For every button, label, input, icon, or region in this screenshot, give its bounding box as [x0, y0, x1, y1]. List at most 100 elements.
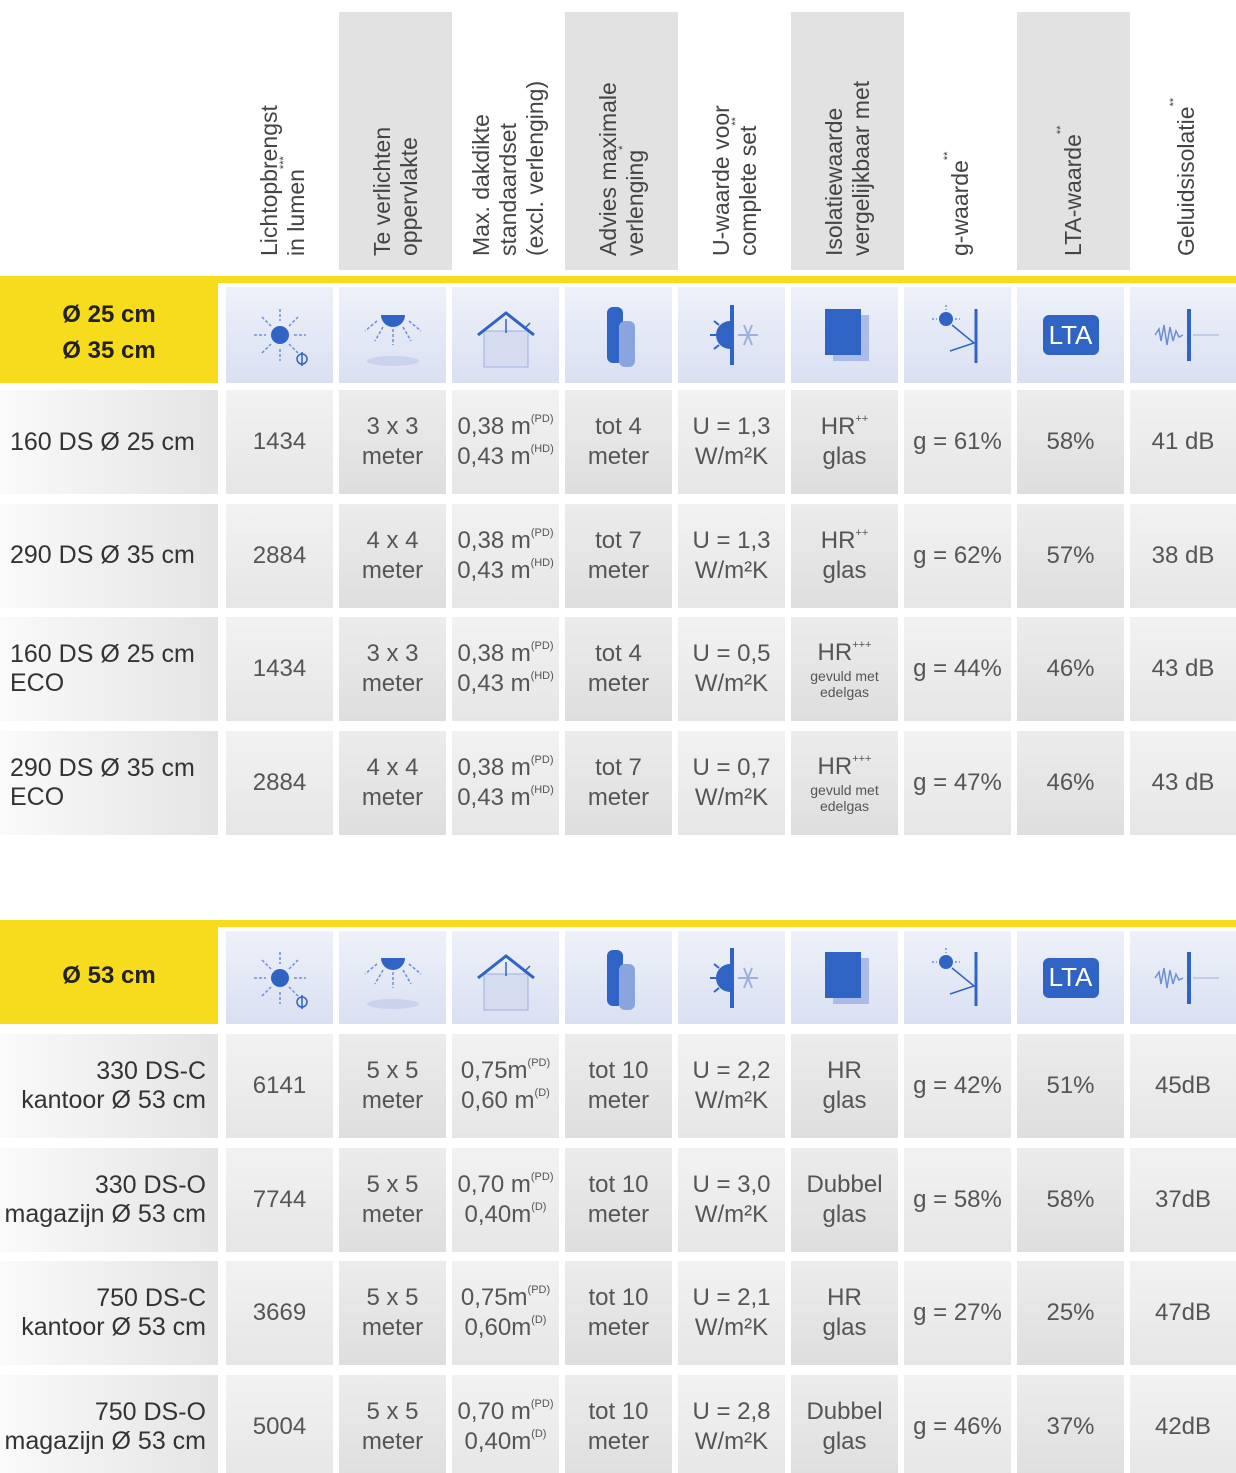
- cell: 25%: [1017, 1261, 1124, 1365]
- cell-line: 57%: [1046, 541, 1095, 569]
- cell-line: U = 1,3: [692, 526, 771, 554]
- cell-line: 0,75m(PD): [461, 1056, 550, 1086]
- cell: 43 dB: [1130, 617, 1236, 721]
- cell-line: 5 x 5: [366, 1057, 419, 1084]
- cell-line: g = 61%: [913, 428, 1002, 455]
- header-line-text: in lumen: [282, 169, 309, 256]
- cell: 5 x 5 meter: [339, 1261, 446, 1365]
- group-label: Ø 25 cm Ø 35 cm: [0, 283, 218, 383]
- cell-line: 0,38 m(PD): [458, 753, 554, 783]
- icon-cell: [1130, 931, 1236, 1024]
- cell: 57%: [1017, 503, 1124, 608]
- cell: tot 7 meter: [565, 503, 672, 608]
- icon: [364, 957, 421, 1009]
- cell: HR++ glas: [791, 503, 898, 608]
- cell: 1434: [226, 390, 333, 494]
- row-name: 750 DS-O magazijn Ø 53 cm: [0, 1374, 218, 1473]
- cell-line: HR++: [821, 526, 869, 556]
- cell: tot 10 meter: [565, 1147, 672, 1252]
- cell-sup: (PD): [530, 753, 554, 766]
- cell-line: tot 10: [588, 1170, 649, 1198]
- cell-line: 25%: [1046, 1299, 1095, 1326]
- header-text: Advies maximale verlenging*: [595, 16, 649, 256]
- cell-line: tot 4: [595, 413, 642, 440]
- icon: [606, 307, 635, 367]
- cell: U = 2,8 W/m²K: [678, 1374, 785, 1473]
- header-line: in lumen***: [278, 16, 310, 256]
- cell-line: glas: [822, 1427, 867, 1455]
- icon-cell: [565, 287, 672, 383]
- cell-sup: (PD): [527, 1057, 551, 1069]
- lta-badge: LTA: [1042, 315, 1099, 355]
- row-name-line: 330 DS-C: [96, 1057, 206, 1085]
- cell: tot 7 meter: [565, 730, 672, 835]
- header-line: LTA-waarde**: [1055, 16, 1087, 256]
- cell-text: HR: [817, 752, 853, 780]
- cell-sup: (HD): [530, 670, 554, 682]
- cell-line: meter: [361, 783, 424, 811]
- header-line-text: verlenging: [621, 149, 648, 256]
- cell: 51%: [1017, 1034, 1124, 1138]
- cell-line: 0,43 m(HD): [457, 669, 554, 699]
- cell: tot 10 meter: [565, 1034, 672, 1138]
- cell-line: 43 dB: [1151, 655, 1215, 682]
- cell-text: HR: [820, 526, 856, 554]
- row-name-line: kantoor Ø 53 cm: [21, 1313, 206, 1341]
- cell-line: W/m²K: [694, 783, 769, 811]
- cell-line: meter: [587, 556, 650, 584]
- header-line-text: oppervlakte: [395, 137, 422, 256]
- cell-text: 0,60 m: [461, 1087, 535, 1114]
- row-name-line: ECO: [10, 782, 65, 811]
- cell-line: W/m²K: [694, 1200, 769, 1228]
- cell: 0,70 m(PD) 0,40m(D): [452, 1374, 559, 1473]
- row-name-line: magazijn Ø 53 cm: [4, 1426, 206, 1455]
- header-cell: Lichtopbrengst in lumen***: [226, 12, 339, 270]
- cell: 46%: [1017, 730, 1124, 835]
- cell-line: g = 27%: [913, 1299, 1002, 1326]
- icon: [1154, 309, 1219, 361]
- cell: Dubbel glas: [791, 1374, 898, 1473]
- cell-note: edelgas: [819, 684, 870, 700]
- header-line: Lichtopbrengst: [256, 16, 283, 256]
- icon-cell: [339, 931, 446, 1024]
- cell: 7744: [226, 1147, 333, 1252]
- icon-cell: [339, 287, 446, 383]
- cell: U = 1,3 W/m²K: [678, 503, 785, 608]
- row-name-line: 290 DS Ø 35 cm: [10, 541, 195, 569]
- cell: 3 x 3 meter: [339, 390, 446, 494]
- cell: 2884: [226, 730, 333, 835]
- header-line: standaardset: [495, 16, 522, 256]
- cell-line: meter: [361, 556, 424, 584]
- cell-line: glas: [822, 1087, 867, 1114]
- icon: [253, 309, 308, 366]
- cell-line: g = 42%: [913, 1072, 1002, 1099]
- cell: HR glas: [791, 1034, 898, 1138]
- cell: g = 58%: [904, 1147, 1011, 1252]
- cell: tot 10 meter: [565, 1261, 672, 1365]
- cell-line: g = 44%: [913, 655, 1002, 682]
- header-line-text: g-waarde: [947, 160, 973, 256]
- cell-line: 5004: [252, 1412, 307, 1440]
- cell-line: 46%: [1046, 768, 1095, 796]
- row-name-line: 750 DS-C: [96, 1284, 206, 1312]
- cell-line: 38 dB: [1151, 541, 1215, 569]
- icon-cell: [904, 931, 1011, 1024]
- icon: [476, 311, 535, 368]
- cell: g = 42%: [904, 1034, 1011, 1138]
- cell-sup: (HD): [530, 556, 554, 569]
- cell-sup: +++: [852, 752, 872, 765]
- cell-line: HR: [827, 1057, 862, 1084]
- cell-line: tot 10: [588, 1284, 649, 1311]
- cell-line: 7744: [252, 1185, 307, 1213]
- cell-text: 0,43 m: [457, 556, 531, 584]
- header-text: U-waarde voor complete set**: [708, 16, 762, 256]
- cell-line: meter: [587, 1200, 650, 1228]
- cell: g = 27%: [904, 1261, 1011, 1365]
- group-label: Ø 53 cm: [0, 927, 218, 1024]
- cell-line: HR++: [821, 412, 869, 442]
- cell-line: HR+++: [818, 638, 872, 668]
- cell: Dubbel glas: [791, 1147, 898, 1252]
- cell-line: g = 58%: [913, 1185, 1002, 1213]
- header-line-text: complete set: [734, 125, 761, 256]
- cell-line: 2884: [252, 768, 307, 796]
